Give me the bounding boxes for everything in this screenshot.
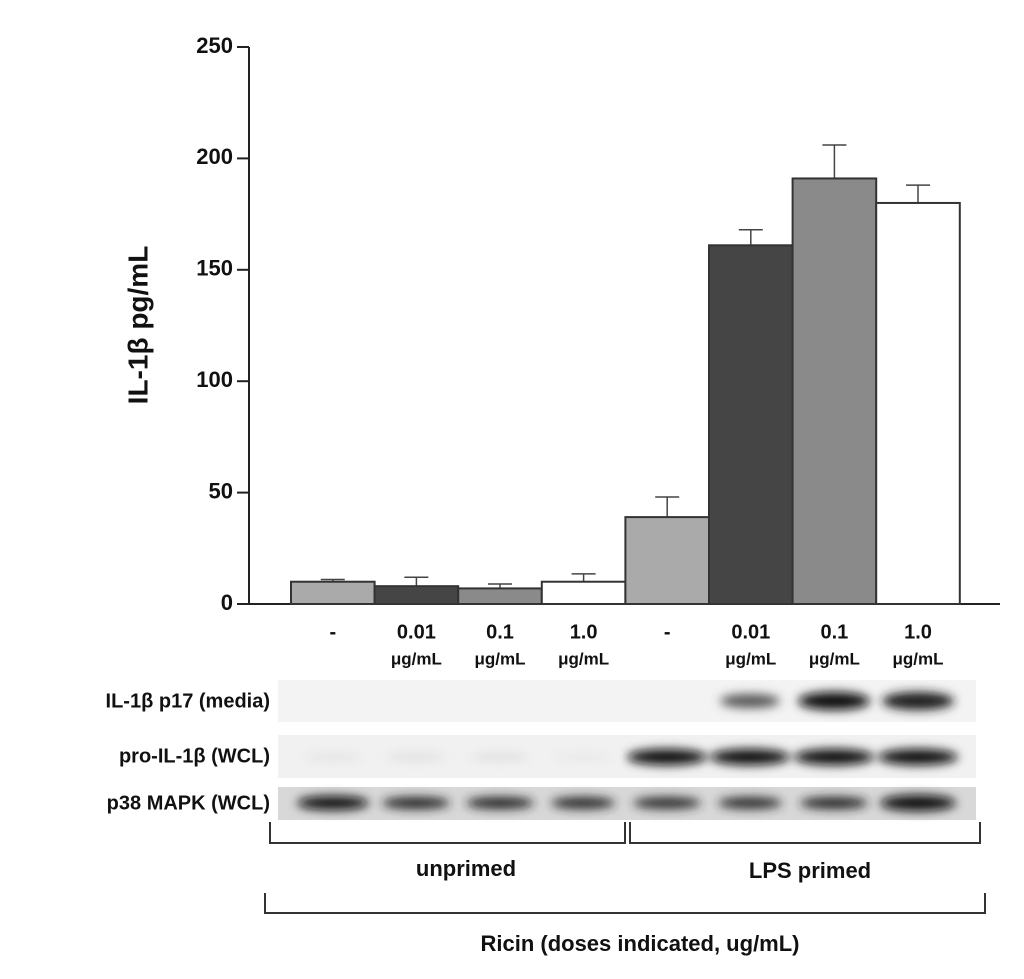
y-tick-label: 250 bbox=[196, 33, 233, 58]
bar bbox=[791, 177, 878, 605]
bar bbox=[373, 585, 460, 606]
bar bbox=[290, 580, 376, 605]
bar bbox=[540, 580, 627, 605]
y-tick-label: 150 bbox=[196, 256, 233, 281]
blot-row-label: p38 MAPK (WCL) bbox=[107, 792, 270, 814]
y-tick-label: 0 bbox=[221, 590, 233, 615]
blot-row-label: IL-1β p17 (media) bbox=[106, 690, 270, 712]
blot-bands bbox=[297, 692, 958, 811]
y-axis-label: IL-1β pg/mL bbox=[122, 246, 153, 405]
x-tick-label: 0.1 bbox=[820, 621, 848, 643]
group-bracket bbox=[629, 822, 981, 844]
x-tick-label: 0.1 bbox=[486, 621, 514, 643]
x-tick-unit: μg/mL bbox=[892, 649, 943, 668]
x-tick-unit: μg/mL bbox=[809, 649, 860, 668]
group-label: LPS primed bbox=[749, 858, 871, 883]
x-tick-label: - bbox=[664, 621, 671, 643]
bar bbox=[457, 587, 543, 605]
x-tick-label: 1.0 bbox=[570, 621, 598, 643]
x-bracket bbox=[264, 893, 986, 914]
x-axis-label: Ricin (doses indicated, ug/mL) bbox=[480, 931, 799, 956]
blot-row-label: pro-IL-1β (WCL) bbox=[119, 745, 270, 767]
blot bbox=[278, 680, 976, 820]
bar bbox=[624, 516, 711, 605]
blot-panel bbox=[278, 680, 976, 722]
y-tick-label: 50 bbox=[209, 478, 233, 503]
group-bracket bbox=[269, 822, 626, 844]
group-label: unprimed bbox=[416, 856, 516, 881]
y-tick-label: 100 bbox=[196, 367, 233, 392]
x-tick-unit: μg/mL bbox=[474, 649, 525, 668]
x-tick-unit: μg/mL bbox=[391, 649, 442, 668]
x-tick-label: 0.01 bbox=[731, 621, 770, 643]
bar bbox=[708, 244, 794, 606]
x-tick-unit: μg/mL bbox=[558, 649, 609, 668]
x-tick-label: 0.01 bbox=[397, 621, 436, 643]
x-tick-label: 1.0 bbox=[904, 621, 932, 643]
x-tick-unit: μg/mL bbox=[725, 649, 776, 668]
bar bbox=[875, 201, 961, 606]
y-tick-label: 200 bbox=[196, 144, 233, 169]
x-tick-label: - bbox=[329, 621, 336, 643]
